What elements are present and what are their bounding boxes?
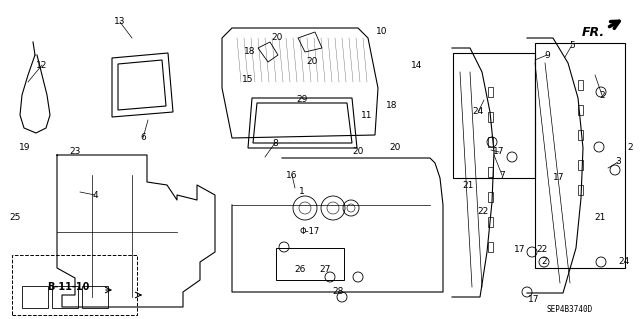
Text: 20: 20: [307, 57, 317, 66]
Text: 20: 20: [389, 144, 401, 152]
Text: 15: 15: [243, 76, 253, 85]
Text: 2: 2: [627, 144, 633, 152]
Text: 1: 1: [299, 188, 305, 197]
Text: 14: 14: [412, 61, 422, 70]
Text: 17: 17: [528, 295, 540, 305]
Text: 24: 24: [472, 108, 484, 116]
Text: 16: 16: [286, 170, 298, 180]
Bar: [535, 43, 625, 268]
Text: 13: 13: [115, 18, 125, 26]
Text: B-11-10: B-11-10: [47, 282, 89, 292]
Bar: [82, 286, 108, 308]
Text: 3: 3: [615, 158, 621, 167]
Text: 2: 2: [599, 91, 605, 100]
Bar: [578, 160, 583, 170]
Bar: [488, 242, 493, 252]
Text: 5: 5: [569, 41, 575, 49]
Text: 27: 27: [319, 265, 331, 275]
Text: 6: 6: [140, 133, 146, 143]
Text: 18: 18: [387, 100, 397, 109]
Text: 2: 2: [541, 257, 547, 266]
Text: 19: 19: [19, 144, 31, 152]
Text: SEP4B3740D: SEP4B3740D: [547, 306, 593, 315]
Text: Φ-17: Φ-17: [300, 227, 320, 236]
Bar: [276, 248, 344, 280]
Text: 23: 23: [69, 147, 81, 157]
Bar: [488, 112, 493, 122]
Text: 10: 10: [376, 27, 388, 36]
Text: 20: 20: [271, 33, 283, 42]
Text: 21: 21: [462, 181, 474, 189]
Text: 18: 18: [244, 48, 256, 56]
Text: 22: 22: [536, 246, 548, 255]
Text: 17: 17: [553, 173, 564, 182]
Bar: [12, 255, 137, 315]
Text: 21: 21: [595, 212, 605, 221]
Bar: [488, 217, 493, 227]
Text: 8: 8: [272, 138, 278, 147]
Text: 7: 7: [499, 170, 505, 180]
Text: 17: 17: [515, 246, 525, 255]
Bar: [578, 80, 583, 90]
Bar: [488, 192, 493, 202]
Bar: [453, 53, 535, 178]
Text: 9: 9: [544, 50, 550, 60]
Text: 25: 25: [10, 213, 20, 222]
Text: 11: 11: [361, 110, 372, 120]
Bar: [488, 137, 493, 147]
Text: 26: 26: [294, 265, 306, 275]
Bar: [578, 130, 583, 140]
Bar: [52, 286, 78, 308]
Text: 20: 20: [352, 147, 364, 157]
Text: 22: 22: [477, 207, 488, 217]
Bar: [488, 87, 493, 97]
Bar: [488, 167, 493, 177]
Text: 29: 29: [296, 95, 308, 105]
Text: 12: 12: [36, 61, 48, 70]
Bar: [22, 286, 48, 308]
Text: FR.: FR.: [581, 26, 605, 39]
Text: 17: 17: [493, 147, 505, 157]
Text: 4: 4: [92, 190, 98, 199]
Bar: [578, 105, 583, 115]
Bar: [578, 185, 583, 195]
Text: 28: 28: [332, 287, 344, 296]
Text: 24: 24: [618, 257, 630, 266]
